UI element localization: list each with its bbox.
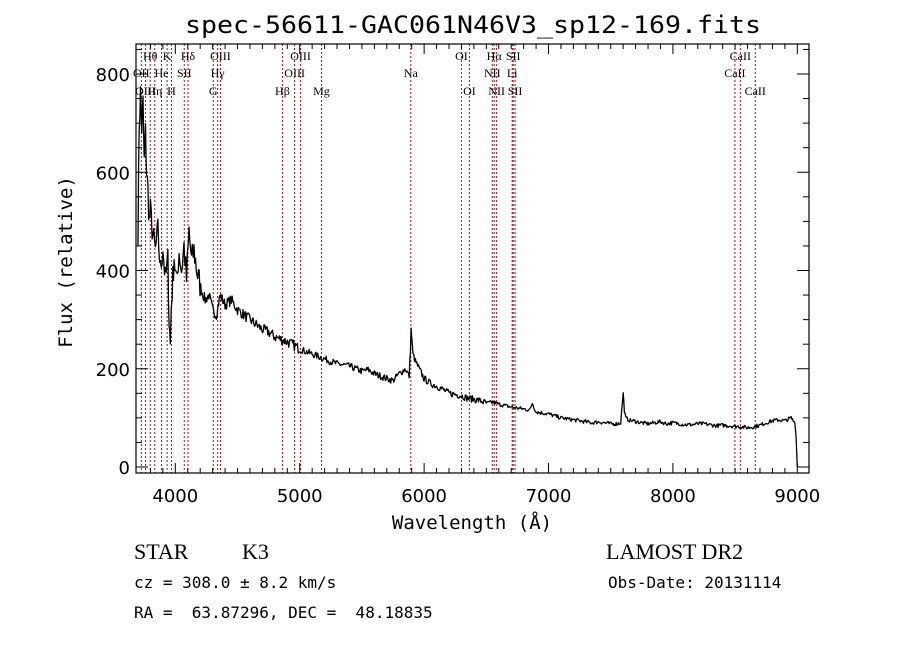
- line-marker-label: NII: [484, 66, 501, 80]
- line-marker-label: H: [167, 84, 176, 98]
- spectrum-line: [137, 86, 798, 468]
- line-marker-label: NII: [488, 84, 505, 98]
- line-marker-label: Na: [404, 66, 419, 80]
- y-axis-label: Flux (relative): [55, 176, 77, 348]
- line-marker-label: Hβ: [275, 84, 290, 98]
- line-marker-label: Mg: [313, 84, 330, 98]
- y-tick-label: 0: [119, 458, 130, 479]
- coordinates: RA = 63.87296, DEC = 48.18835: [134, 603, 433, 622]
- line-marker-label: CaII: [745, 84, 766, 98]
- obs-date: Obs-Date: 20131114: [608, 573, 782, 592]
- survey-name: LAMOST DR2: [606, 539, 744, 564]
- y-axis: 0 200 400 600 800: [96, 48, 809, 479]
- line-marker-label: OIII: [290, 49, 311, 63]
- line-marker-label: Li: [507, 66, 518, 80]
- plot-frame: [135, 43, 810, 474]
- x-tick-label: 9000: [774, 486, 820, 507]
- x-tick-label: 4000: [152, 486, 198, 507]
- object-subclass: K3: [242, 539, 269, 564]
- line-marker-label: SII: [506, 49, 521, 63]
- series-layer: [137, 86, 798, 468]
- line-marker-label: SII: [508, 84, 523, 98]
- line-marker-label: OII: [133, 66, 150, 80]
- line-marker-label: OI: [463, 84, 476, 98]
- line-marker-label: CaII: [724, 66, 745, 80]
- line-marker-label: Hγ: [211, 66, 226, 80]
- line-markers: [140, 44, 756, 473]
- line-marker-label: G: [209, 84, 218, 98]
- line-marker-label: CaII: [730, 49, 751, 63]
- line-marker-label: Hη: [147, 84, 162, 98]
- y-tick-label: 400: [96, 262, 130, 283]
- x-tick-label: 7000: [526, 486, 572, 507]
- line-marker-label: Hθ: [143, 49, 158, 63]
- y-tick-label: 200: [96, 360, 130, 381]
- line-marker-label: K: [163, 49, 172, 63]
- chart-title: spec-56611-GAC061N46V3_sp12-169.fits: [185, 11, 761, 39]
- y-tick-label: 600: [96, 163, 130, 184]
- x-axis-label: Wavelength (Å): [392, 511, 552, 534]
- x-tick-label: 5000: [277, 486, 323, 507]
- redshift: cz = 308.0 ± 8.2 km/s: [134, 573, 337, 592]
- line-marker-label: OI: [455, 49, 468, 63]
- line-marker-label: Hα: [487, 49, 503, 63]
- object-class: STAR: [134, 539, 189, 564]
- line-marker-label: OIII: [210, 49, 231, 63]
- line-marker-label: Hδ: [181, 49, 196, 63]
- line-marker-label: SII: [177, 66, 192, 80]
- line-marker-label: OIII: [284, 66, 305, 80]
- x-tick-label: 8000: [650, 486, 696, 507]
- line-marker-label: He: [155, 66, 169, 80]
- x-tick-label: 6000: [401, 486, 447, 507]
- y-tick-label: 800: [96, 65, 130, 86]
- x-axis: 4000 5000 6000 7000 8000 9000: [149, 44, 820, 507]
